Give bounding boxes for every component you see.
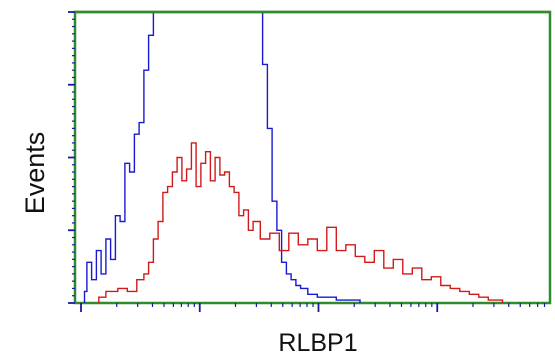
series-line-2 <box>98 142 504 303</box>
x-axis-ticks <box>80 303 546 312</box>
y-axis-title: Events <box>20 132 50 215</box>
plot-area <box>68 10 552 312</box>
y-axis-ticks <box>68 11 75 304</box>
x-axis-title: RLBP1 <box>278 329 357 357</box>
